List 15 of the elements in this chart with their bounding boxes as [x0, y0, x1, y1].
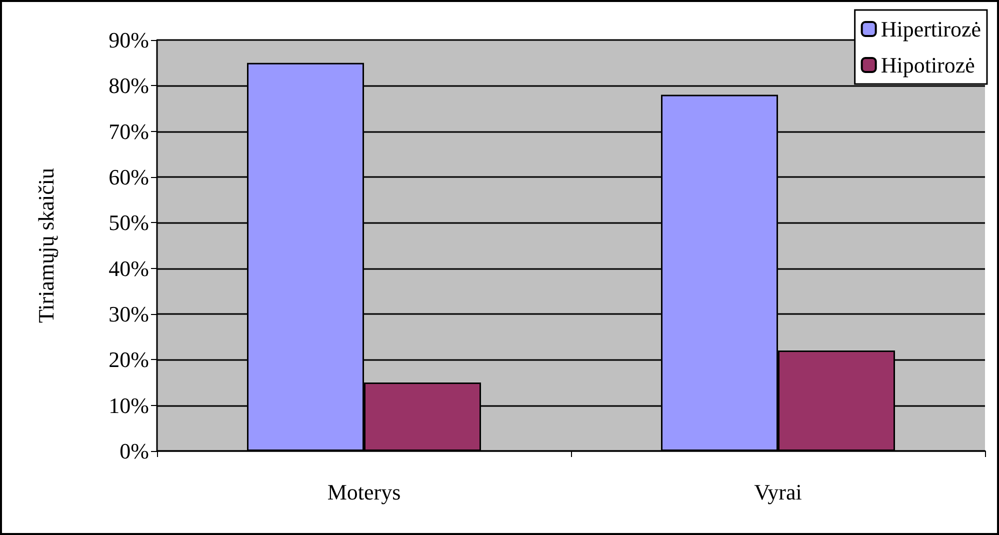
x-tick-label: Vyrai	[754, 480, 802, 504]
y-tick-label: 0%	[120, 438, 149, 464]
x-tick-label: Moterys	[327, 480, 401, 504]
legend-label: Hipertirozė	[880, 16, 981, 42]
y-tick-label: 80%	[108, 73, 149, 98]
legend-label: Hipotirozė	[880, 52, 975, 78]
y-tick-label: 50%	[108, 210, 149, 236]
y-tick-label: 30%	[108, 302, 149, 326]
y-tick-label: 10%	[108, 392, 149, 418]
y-tick-label: 40%	[108, 256, 149, 281]
y-tick-label: 90%	[108, 28, 149, 52]
y-axis-title: Tiriamųjų skaičiu	[34, 168, 58, 324]
y-tick-label: 60%	[108, 164, 149, 190]
y-tick-label: 70%	[108, 118, 149, 144]
y-tick-label: 20%	[108, 347, 149, 372]
